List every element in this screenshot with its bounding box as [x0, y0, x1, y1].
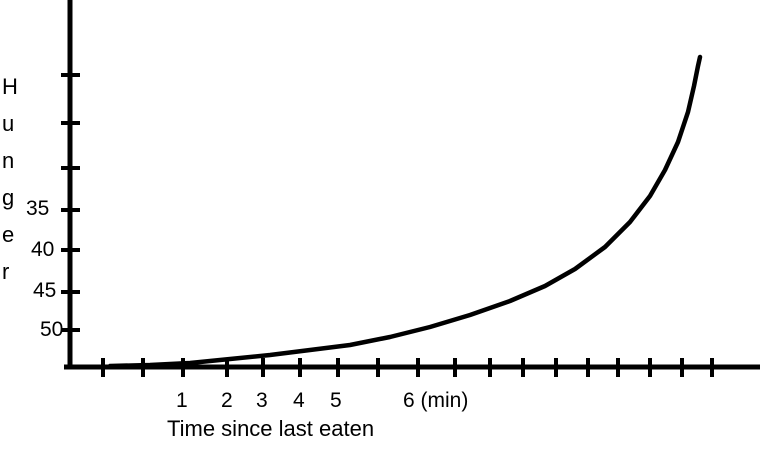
- y-tick-label: 50: [40, 318, 64, 341]
- x-axis-title: Time since last eaten: [167, 416, 375, 441]
- y-tick-label: 45: [33, 279, 57, 302]
- x-tick-label: 5: [330, 389, 342, 412]
- y-axis-letter: r: [2, 259, 10, 284]
- y-axis-letter: n: [2, 148, 15, 173]
- x-tick-label: 1: [176, 389, 188, 412]
- y-tick-label: 40: [31, 238, 55, 261]
- x-tick-label: 4: [293, 389, 305, 412]
- y-axis-letter: g: [2, 185, 15, 210]
- x-tick-label: 2: [221, 389, 233, 412]
- y-axis-letter: u: [2, 111, 15, 136]
- y-axis-letter: H: [2, 74, 18, 99]
- x-tick-label: 6 (min): [403, 389, 469, 412]
- y-tick-label: 35: [26, 197, 50, 220]
- y-axis-letter: e: [2, 222, 15, 247]
- x-tick-label: 3: [256, 389, 268, 412]
- y-axis-title: H u n g e r: [2, 68, 18, 290]
- hunger-curve: [107, 54, 703, 369]
